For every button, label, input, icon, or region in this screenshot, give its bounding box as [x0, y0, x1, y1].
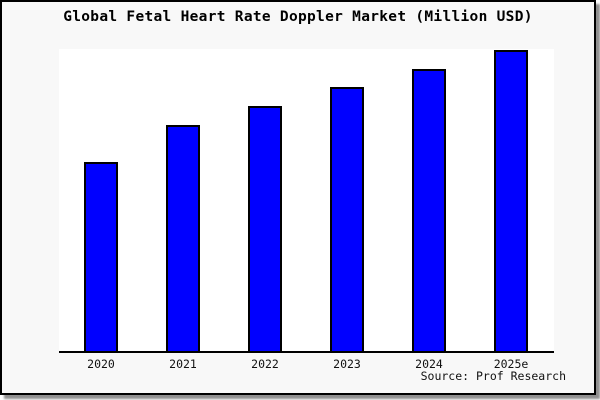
- bar-2021: [166, 125, 200, 351]
- x-tick-label-2020: 2020: [87, 357, 115, 371]
- bar-2025e: [494, 50, 528, 351]
- plot-area: [59, 49, 554, 353]
- bar-2023: [330, 87, 364, 351]
- chart-title: Global Fetal Heart Rate Doppler Market (…: [63, 9, 533, 25]
- x-axis-labels: 2020 2021 2022 2023 2024 2025e: [59, 357, 554, 373]
- bar-2024: [412, 69, 446, 351]
- x-tick-label-2023: 2023: [333, 357, 361, 371]
- source-label: Source: Prof Research: [420, 369, 566, 383]
- x-tick-label-2021: 2021: [169, 357, 197, 371]
- x-tick-label-2025e: 2025e: [493, 357, 529, 371]
- x-tick-label-2024: 2024: [415, 357, 443, 371]
- bar-2022: [248, 106, 282, 351]
- x-tick-label-2022: 2022: [251, 357, 279, 371]
- bar-2020: [84, 162, 118, 351]
